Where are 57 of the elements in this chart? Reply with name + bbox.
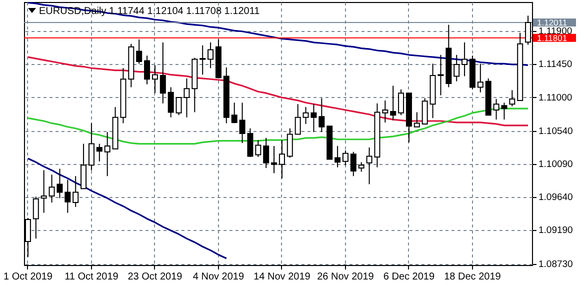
candlestick — [414, 112, 420, 128]
y-tick-label: 1.11000 — [538, 92, 572, 104]
candlestick — [390, 85, 396, 121]
candlestick — [152, 64, 158, 94]
candlestick — [231, 102, 238, 124]
candlestick — [278, 140, 285, 179]
candlestick — [318, 98, 325, 133]
y-tick-label: 1.08730 — [538, 259, 573, 270]
candlestick — [96, 143, 102, 162]
x-tick-label: 1 Oct 2019 — [4, 272, 53, 282]
y-tick-label: 1.10540 — [538, 126, 573, 138]
candlestick — [160, 42, 166, 104]
candlestick — [398, 88, 404, 116]
candlestick — [40, 170, 47, 214]
candlestick — [350, 151, 356, 177]
candlestick — [64, 179, 71, 214]
candlestick — [286, 128, 293, 158]
candlestick — [382, 100, 388, 123]
candlestick — [144, 55, 150, 85]
line-series — [27, 2, 529, 66]
candlestick — [72, 176, 79, 208]
candlestick — [168, 86, 174, 118]
y-tick-label: 1.09640 — [538, 192, 573, 204]
y-tick-label: 1.10090 — [538, 159, 573, 170]
candlestick — [422, 98, 428, 124]
candlestick — [334, 145, 341, 168]
candlestick — [200, 44, 206, 76]
x-tick-label: 14 Nov 2019 — [254, 272, 311, 282]
candlestick — [342, 150, 348, 166]
x-tick-label: 26 Nov 2019 — [317, 272, 374, 282]
candlestick — [136, 38, 142, 64]
ref-line-label: 1.12011 — [537, 17, 568, 28]
candlestick — [104, 132, 110, 177]
x-tick-label: 18 Dec 2019 — [444, 272, 502, 282]
y-tick-label: 1.09190 — [538, 225, 573, 236]
candlestick — [462, 42, 468, 77]
candlestick — [208, 42, 214, 69]
x-tick-label: 11 Oct 2019 — [64, 272, 119, 282]
candlestick — [88, 122, 94, 171]
x-tick-label: 6 Dec 2019 — [383, 272, 435, 282]
candlestick — [80, 143, 87, 190]
line-series — [27, 158, 228, 260]
candlestick — [477, 63, 484, 93]
candlestick — [454, 54, 460, 82]
candlestick — [358, 162, 364, 172]
candlestick — [271, 145, 278, 174]
candlestick — [255, 140, 262, 158]
ref-line-label: 1.11801 — [537, 32, 568, 43]
chart-title: EURUSD,Daily 1.11744 1.12104 1.11708 1.12011 — [39, 6, 260, 17]
y-tick-label: 1.11450 — [538, 59, 572, 70]
candlestick — [32, 196, 39, 240]
candlestick — [263, 137, 270, 169]
x-tick-label: 4 Nov 2019 — [192, 272, 244, 282]
line-series — [27, 56, 529, 126]
x-tick-label: 23 Oct 2019 — [128, 272, 183, 282]
candlestick — [509, 90, 516, 107]
candlestick — [294, 104, 301, 135]
